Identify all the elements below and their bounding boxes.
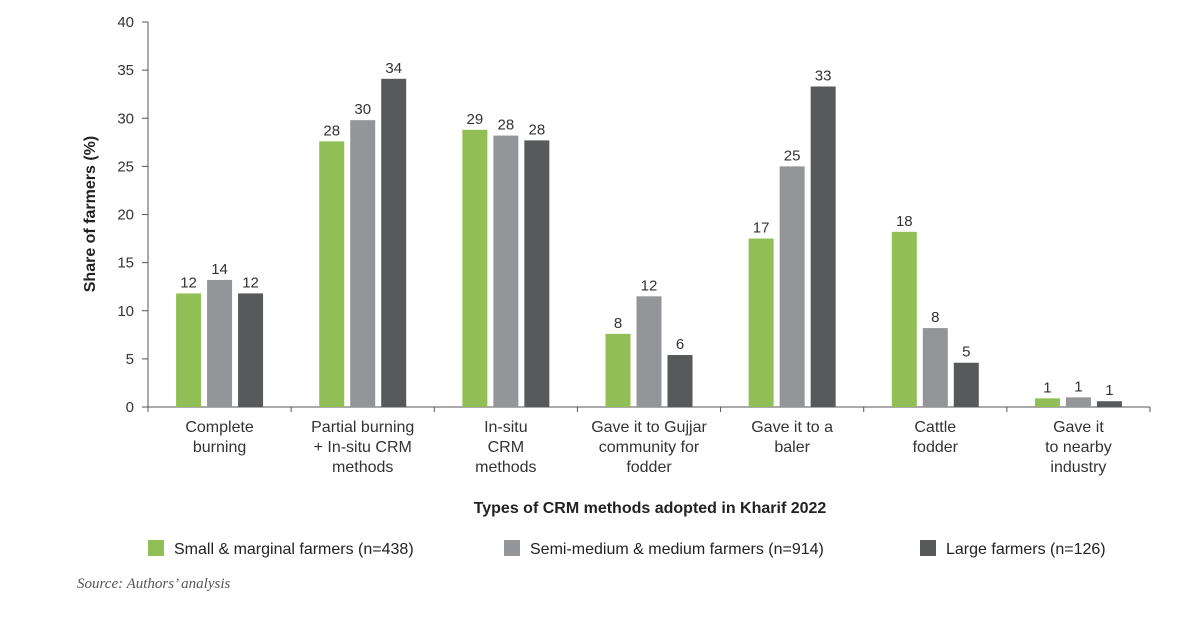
category-labels: Complete burning Partial burning + In-situ … bbox=[185, 419, 1111, 476]
legend-label: Small & marginal farmers (n=438) bbox=[174, 541, 414, 558]
bar bbox=[748, 238, 774, 407]
data-label: 34 bbox=[385, 60, 402, 77]
data-label: 25 bbox=[784, 147, 801, 164]
bar bbox=[462, 129, 488, 408]
bar bbox=[810, 86, 836, 408]
y-tick-label: 35 bbox=[117, 62, 134, 79]
bar bbox=[953, 362, 979, 407]
y-tick-label: 20 bbox=[117, 207, 134, 224]
bar bbox=[207, 279, 233, 407]
data-label: 14 bbox=[211, 261, 228, 278]
data-label: 1 bbox=[1074, 378, 1082, 395]
y-tick-label: 30 bbox=[117, 110, 134, 127]
y-axis-title: Share of farmers (%) bbox=[82, 136, 99, 293]
bar bbox=[1096, 401, 1122, 407]
category-label: Partial burning + In-situ CRM methods bbox=[311, 419, 414, 476]
data-label: 12 bbox=[641, 277, 658, 294]
legend-swatch bbox=[504, 540, 520, 556]
legend: Small & marginal farmers (n=438) Semi-med… bbox=[148, 540, 1106, 558]
y-tick-label: 40 bbox=[117, 14, 134, 31]
data-label: 6 bbox=[676, 336, 684, 353]
bar bbox=[605, 333, 631, 407]
data-label: 17 bbox=[753, 220, 770, 237]
bar bbox=[238, 293, 264, 407]
bar bbox=[319, 141, 345, 407]
y-tick-label: 25 bbox=[117, 158, 134, 175]
category-label: Gave it to a baler bbox=[751, 419, 833, 456]
bar bbox=[636, 296, 662, 407]
data-label: 1 bbox=[1105, 382, 1113, 399]
category-label: In-situ CRM methods bbox=[475, 419, 536, 476]
category-label: Complete burning bbox=[185, 419, 254, 456]
data-labels: 12 14 12 28 30 34 29 28 28 8 12 6 17 25 33 18 8 5 1 1 1 bbox=[180, 60, 1113, 399]
source-note: Source: Authors’ analysis bbox=[77, 576, 231, 592]
data-label: 5 bbox=[962, 344, 970, 361]
data-label: 1 bbox=[1043, 379, 1051, 396]
bar bbox=[1065, 397, 1091, 407]
x-axis-title: Types of CRM methods adopted in Kharif 2… bbox=[474, 500, 827, 517]
bar bbox=[1034, 398, 1060, 407]
data-label: 30 bbox=[354, 101, 371, 118]
data-label: 28 bbox=[323, 122, 340, 139]
bar bbox=[524, 140, 550, 407]
legend-label: Semi-medium & medium farmers (n=914) bbox=[530, 541, 824, 558]
y-tick-label: 5 bbox=[126, 351, 134, 368]
category-label: Cattle fodder bbox=[913, 419, 959, 456]
y-axis: 0 5 10 15 20 25 30 35 40 bbox=[117, 14, 149, 416]
category-label: Gave it to Gujjar community for fodder bbox=[591, 419, 707, 476]
bar bbox=[922, 328, 948, 407]
bar bbox=[779, 166, 805, 407]
data-label: 28 bbox=[498, 117, 515, 134]
bar bbox=[381, 78, 407, 407]
data-label: 33 bbox=[815, 67, 832, 84]
bar bbox=[891, 231, 917, 407]
data-label: 8 bbox=[614, 315, 622, 332]
bar bbox=[667, 355, 693, 407]
y-tick-label: 15 bbox=[117, 255, 134, 272]
legend-swatch bbox=[920, 540, 936, 556]
y-tick-label: 10 bbox=[117, 303, 134, 320]
data-label: 28 bbox=[529, 121, 546, 138]
legend-label: Large farmers (n=126) bbox=[946, 541, 1106, 558]
data-label: 18 bbox=[896, 213, 913, 230]
bars bbox=[176, 78, 1122, 408]
data-label: 12 bbox=[242, 274, 259, 291]
data-label: 12 bbox=[180, 274, 197, 291]
category-label: Gave it to nearby industry bbox=[1045, 419, 1112, 476]
bar bbox=[350, 120, 376, 408]
bar bbox=[176, 293, 202, 407]
bar bbox=[493, 135, 519, 407]
data-label: 8 bbox=[931, 309, 939, 326]
y-tick-label: 0 bbox=[126, 399, 134, 416]
data-label: 29 bbox=[467, 111, 484, 128]
x-axis bbox=[147, 406, 1151, 412]
legend-swatch bbox=[148, 540, 164, 556]
